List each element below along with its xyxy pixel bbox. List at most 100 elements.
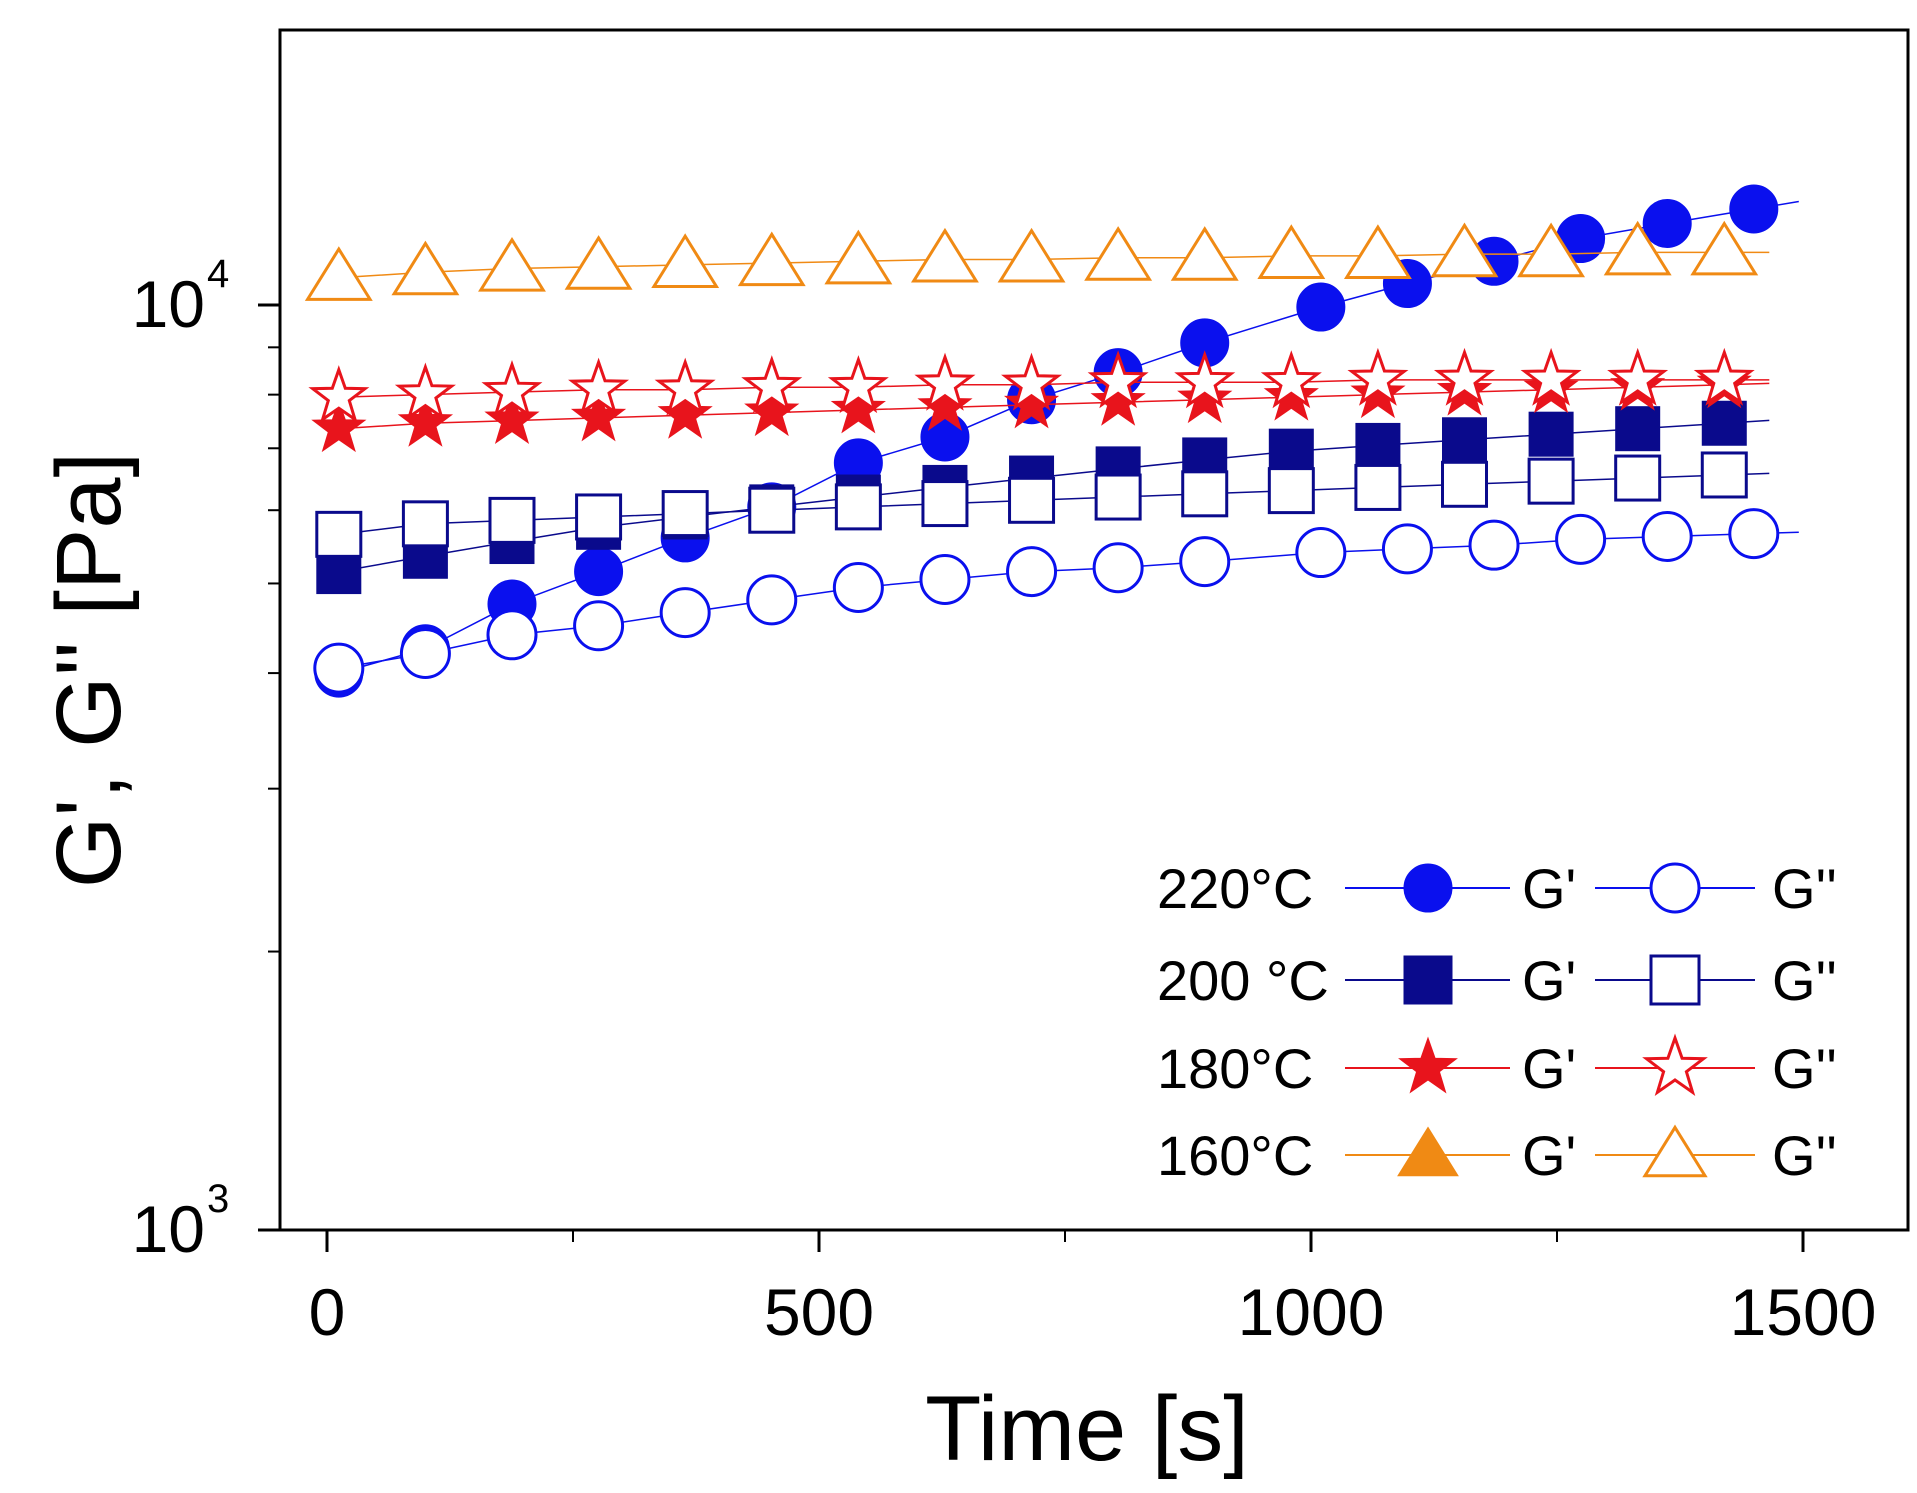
data-point bbox=[1701, 400, 1747, 446]
data-point bbox=[1527, 457, 1575, 505]
data-point bbox=[1347, 347, 1409, 406]
data-point bbox=[311, 399, 367, 453]
data-point bbox=[1468, 519, 1520, 571]
data-point bbox=[1442, 417, 1488, 463]
data-point bbox=[737, 231, 806, 287]
legend-marker-filled bbox=[1403, 955, 1453, 1005]
legend-gp-label: G' bbox=[1522, 1037, 1576, 1100]
data-point bbox=[832, 561, 884, 613]
data-point bbox=[1614, 454, 1662, 502]
legend-temperature-label: 200 °C bbox=[1157, 949, 1329, 1012]
legend-gp-label: G' bbox=[1522, 1124, 1576, 1187]
data-point bbox=[394, 362, 456, 421]
data-point bbox=[574, 547, 624, 597]
data-point bbox=[661, 490, 709, 538]
data-point bbox=[391, 240, 460, 296]
data-point bbox=[1729, 184, 1779, 234]
legend-temperature-label: 220°C bbox=[1157, 857, 1313, 920]
data-point bbox=[1517, 222, 1586, 278]
data-point bbox=[1170, 226, 1239, 281]
data-point bbox=[1001, 352, 1063, 411]
y-tick-label: 10 4 bbox=[132, 252, 230, 341]
legend-row: 160°C G' G'' bbox=[1157, 1124, 1837, 1187]
x-tick-label: 1500 bbox=[1730, 1275, 1877, 1349]
legend-row: 220°C G' G'' bbox=[1157, 857, 1837, 920]
data-point bbox=[1354, 463, 1402, 511]
data-point bbox=[308, 365, 370, 424]
data-point bbox=[564, 235, 633, 290]
data-point bbox=[1179, 536, 1231, 588]
data-point bbox=[1268, 428, 1314, 474]
data-point bbox=[1181, 470, 1229, 518]
legend-row: 200 °C G' G'' bbox=[1157, 949, 1837, 1012]
data-point bbox=[919, 553, 971, 605]
series-circle-open bbox=[313, 508, 1799, 694]
data-point bbox=[1094, 473, 1142, 521]
legend-temperature-label: 160°C bbox=[1157, 1124, 1313, 1187]
data-point bbox=[746, 574, 798, 626]
data-point bbox=[481, 360, 543, 419]
plot-frame bbox=[278, 28, 1910, 1232]
y-tick-label: 10 3 bbox=[132, 1177, 230, 1266]
legend-marker-open bbox=[1649, 862, 1701, 914]
x-axis-title: Time [s] bbox=[925, 1378, 1249, 1480]
data-point bbox=[748, 486, 796, 534]
series-star-open bbox=[308, 347, 1770, 424]
data-point bbox=[1528, 411, 1574, 457]
y-tick-exponent: 4 bbox=[207, 252, 229, 296]
data-point bbox=[1006, 546, 1058, 598]
legend-marker-filled bbox=[1397, 1126, 1459, 1177]
data-point bbox=[1690, 220, 1759, 276]
data-point bbox=[1641, 510, 1693, 562]
data-point bbox=[1084, 226, 1153, 281]
data-point bbox=[1433, 347, 1496, 406]
data-point bbox=[1700, 451, 1748, 499]
legend-gpp-label: G'' bbox=[1772, 1037, 1837, 1100]
x-tick-label: 1000 bbox=[1238, 1275, 1385, 1349]
x-tick-label: 500 bbox=[764, 1275, 874, 1349]
y-tick-base: 10 bbox=[132, 267, 205, 341]
data-point bbox=[659, 587, 711, 639]
legend-gpp-label: G'' bbox=[1772, 949, 1837, 1012]
series-square-open bbox=[315, 451, 1770, 558]
data-point bbox=[304, 246, 373, 301]
data-point bbox=[651, 233, 720, 288]
y-tick-exponent: 3 bbox=[207, 1177, 229, 1221]
data-point bbox=[654, 357, 716, 416]
data-point bbox=[1267, 467, 1315, 515]
y-tick-base: 10 bbox=[132, 1192, 205, 1266]
data-point bbox=[315, 510, 363, 558]
legend-temperature-label: 180°C bbox=[1157, 1037, 1313, 1100]
legend-gp-label: G' bbox=[1522, 857, 1576, 920]
legend-row: 180°C G' G'' bbox=[1157, 1033, 1837, 1100]
data-point bbox=[1003, 375, 1060, 429]
legend-gp-label: G' bbox=[1522, 949, 1576, 1012]
data-point bbox=[921, 480, 969, 528]
data-point bbox=[1607, 347, 1669, 406]
series-triangle-open bbox=[304, 220, 1770, 301]
y-axis-title: G', G'' [Pa] bbox=[38, 452, 140, 888]
data-point bbox=[568, 357, 630, 416]
data-point bbox=[399, 627, 451, 679]
legend-gpp-label: G'' bbox=[1772, 1124, 1837, 1187]
data-point bbox=[575, 493, 623, 541]
data-point bbox=[1087, 350, 1149, 409]
data-point bbox=[1642, 198, 1692, 248]
data-point bbox=[1441, 460, 1489, 508]
data-point bbox=[1343, 224, 1412, 279]
legend-marker-filled bbox=[1398, 1036, 1458, 1094]
data-point bbox=[830, 380, 886, 434]
series-layer bbox=[304, 184, 1799, 698]
data-point bbox=[1693, 347, 1755, 406]
data-point bbox=[1177, 370, 1233, 424]
data-point bbox=[484, 391, 540, 445]
series-circle-filled bbox=[314, 184, 1799, 698]
data-point bbox=[1090, 373, 1146, 426]
data-point bbox=[486, 609, 538, 661]
data-point bbox=[1555, 513, 1607, 565]
data-point bbox=[997, 227, 1066, 283]
data-point bbox=[744, 383, 800, 437]
data-point bbox=[1296, 282, 1346, 332]
